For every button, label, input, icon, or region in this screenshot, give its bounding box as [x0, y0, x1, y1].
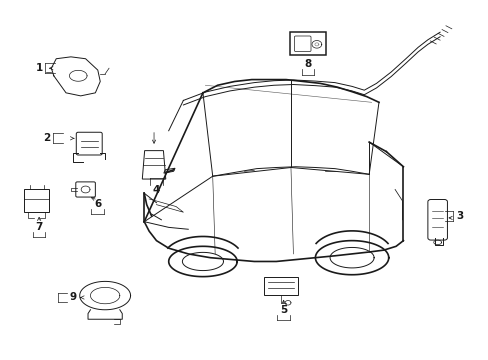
Text: 3: 3	[455, 211, 462, 221]
Bar	[264, 277, 298, 295]
Text: 8: 8	[304, 59, 311, 69]
Text: 6: 6	[94, 199, 101, 209]
Text: 5: 5	[280, 305, 286, 315]
Bar	[24, 189, 49, 212]
Text: 2: 2	[43, 133, 50, 143]
Text: 4: 4	[152, 185, 160, 195]
Text: 9: 9	[70, 292, 77, 302]
Text: 7: 7	[35, 222, 43, 231]
Bar	[289, 32, 325, 55]
Text: 1: 1	[36, 63, 42, 73]
